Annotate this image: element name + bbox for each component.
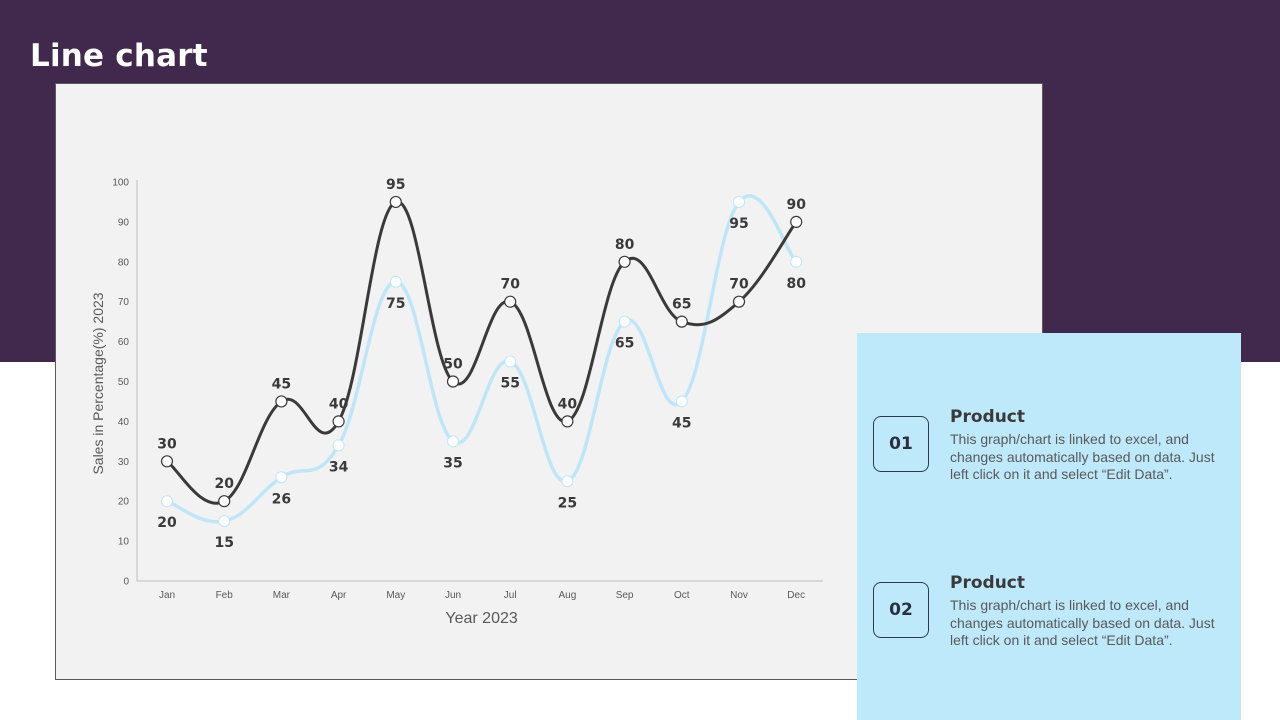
info-item-2: 02 Product This graph/chart is linked to… — [857, 571, 1241, 671]
data-label: 40 — [329, 396, 349, 412]
y-tick-label: 80 — [118, 257, 130, 268]
data-label: 95 — [386, 177, 405, 193]
number-badge: 02 — [873, 582, 929, 638]
x-tick-label: Jun — [445, 590, 461, 601]
data-label: 35 — [443, 455, 462, 471]
series-marker-dark — [218, 495, 231, 508]
series-marker-dark — [561, 415, 574, 428]
series-marker-dark — [446, 375, 460, 388]
series-marker-light — [447, 435, 459, 448]
series-marker-dark — [504, 295, 517, 308]
data-label: 26 — [272, 491, 291, 507]
series-marker-light — [218, 515, 231, 528]
x-tick-label: Oct — [674, 590, 690, 601]
data-label: 40 — [558, 396, 578, 412]
x-tick-label: May — [386, 590, 405, 601]
series-marker-light — [790, 255, 803, 268]
x-tick-label: Jan — [159, 590, 175, 601]
y-axis-title: Sales in Percentage(%) 2023 — [90, 292, 106, 474]
x-tick-label: Apr — [331, 590, 347, 601]
series-marker-light — [389, 275, 402, 288]
data-label: 50 — [443, 357, 463, 373]
series-marker-light — [675, 395, 688, 408]
line-chart: 0 10 20 30 40 50 60 70 80 90 100 Jan Feb Mar Apr May Jun… — [90, 177, 823, 627]
data-label: 65 — [615, 336, 634, 352]
x-tick-label: Nov — [730, 590, 748, 601]
data-label: 20 — [214, 476, 234, 492]
y-tick-label: 50 — [118, 377, 130, 388]
x-tick-label: Aug — [559, 590, 577, 601]
data-label: 55 — [500, 376, 519, 392]
y-tick-label: 0 — [123, 577, 129, 588]
series-marker-light — [618, 315, 631, 328]
series-marker-dark — [618, 255, 631, 268]
data-label: 70 — [500, 277, 520, 293]
info-title: Product — [950, 407, 1025, 427]
series-marker-light — [733, 195, 745, 208]
y-tick-label: 20 — [118, 497, 130, 508]
data-label: 80 — [615, 237, 635, 253]
series-marker-dark — [275, 395, 288, 408]
data-label: 75 — [386, 296, 405, 312]
x-tick-label: Sep — [616, 590, 634, 601]
x-tick-label: Dec — [787, 590, 805, 601]
page-title: Line chart — [30, 38, 208, 74]
data-label: 90 — [786, 197, 806, 213]
info-description: This graph/chart is linked to excel, and… — [950, 431, 1215, 482]
x-axis-title: Year 2023 — [445, 610, 517, 627]
series-marker-dark — [332, 415, 345, 428]
data-label: 65 — [672, 297, 691, 313]
series-marker-light — [275, 471, 288, 484]
series-marker-dark — [675, 315, 688, 328]
series-marker-light — [161, 495, 173, 508]
data-label: 30 — [157, 436, 177, 452]
data-label: 45 — [672, 415, 691, 431]
info-description: This graph/chart is linked to excel, and… — [950, 597, 1215, 648]
series-marker-light — [332, 439, 345, 452]
series-marker-dark — [160, 455, 174, 468]
y-tick-label: 70 — [118, 297, 130, 308]
x-tick-label: Jul — [504, 590, 517, 601]
data-label: 45 — [272, 376, 291, 392]
series-marker-dark — [389, 195, 402, 209]
y-tick-label: 90 — [118, 217, 130, 228]
y-tick-label: 30 — [118, 457, 130, 468]
info-panel: 01 Product This graph/chart is linked to… — [857, 333, 1241, 720]
y-tick-label: 100 — [112, 178, 129, 189]
data-label: 70 — [729, 277, 749, 293]
data-label: 15 — [214, 535, 233, 551]
series-marker-light — [561, 475, 574, 488]
y-tick-label: 60 — [118, 337, 130, 348]
x-tick-label: Feb — [216, 590, 234, 601]
series-line-light — [165, 194, 798, 524]
series-marker-dark — [732, 295, 746, 308]
y-tick-label: 40 — [118, 417, 130, 428]
number-badge: 01 — [873, 416, 929, 472]
info-title: Product — [950, 573, 1025, 593]
y-tick-label: 10 — [118, 537, 130, 548]
series-marker-light — [504, 355, 517, 368]
info-item-1: 01 Product This graph/chart is linked to… — [857, 405, 1241, 505]
data-label: 20 — [157, 515, 177, 531]
data-label: 34 — [329, 459, 349, 475]
data-label: 95 — [729, 216, 748, 232]
data-label: 80 — [786, 276, 806, 292]
x-tick-label: Mar — [273, 590, 291, 601]
data-label: 25 — [558, 495, 577, 511]
series-marker-dark — [790, 215, 803, 228]
